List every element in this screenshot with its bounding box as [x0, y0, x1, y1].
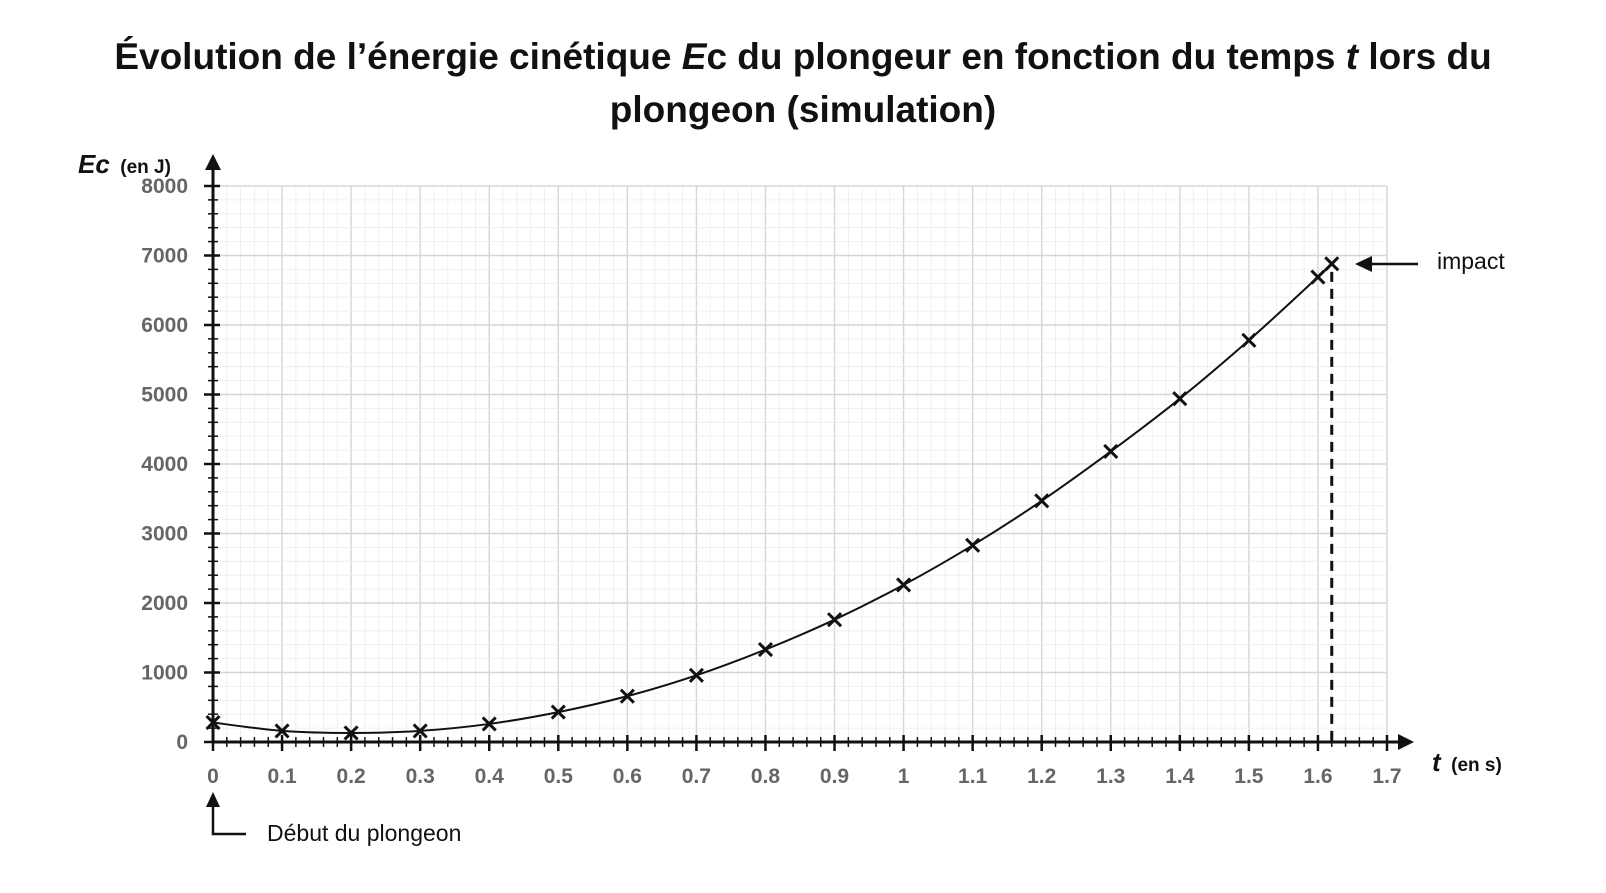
impact-label: impact — [1437, 248, 1505, 274]
impact-arrowhead — [1355, 256, 1372, 272]
y-tick-label: 3000 — [141, 523, 188, 546]
x-tick-label: 1.6 — [1303, 765, 1332, 788]
x-tick-label: 1.2 — [1027, 765, 1056, 788]
data-point — [274, 723, 290, 739]
data-point — [1310, 269, 1326, 285]
start-annotation: Début du plongeon — [206, 792, 461, 846]
x-tick-label: 0.2 — [337, 765, 366, 788]
tick-labels: 0 0.1 0.2 0.3 0.4 0.5 0.6 0.7 0.8 0.9 1 1.1 1.2 1.3 1.… — [141, 175, 1401, 788]
data-point — [1241, 332, 1257, 348]
start-label: Début du plongeon — [267, 820, 461, 846]
chart-title: Évolution de l’énergie cinétique Ec du p… — [80, 30, 1526, 136]
grid — [212, 185, 1388, 743]
y-tick-label: 2000 — [141, 592, 188, 615]
data-point — [688, 667, 704, 683]
title-variable-t: t — [1345, 36, 1359, 77]
x-tick-label: 0.7 — [682, 765, 711, 788]
data-point — [481, 716, 497, 732]
x-tick-label: 1.5 — [1234, 765, 1264, 788]
impact-annotation: impact — [1330, 248, 1505, 742]
data-point — [619, 688, 635, 704]
x-axis-arrowhead — [1398, 734, 1414, 750]
title-variable-e: E — [681, 36, 707, 77]
x-tick-label: 1.4 — [1165, 765, 1195, 788]
y-axis-symbol: Ec — [78, 149, 110, 179]
x-tick-label: 0 — [207, 765, 219, 788]
x-tick-label: 0.9 — [820, 765, 849, 788]
y-tick-label: 6000 — [141, 314, 188, 337]
y-tick-label: 5000 — [141, 384, 188, 407]
series-line — [212, 263, 1333, 734]
y-tick-label: 8000 — [141, 175, 188, 198]
data-point — [1324, 256, 1340, 272]
title-part-1: Évolution de l’énergie cinétique — [114, 36, 682, 77]
data-point — [1172, 391, 1188, 407]
data-point — [1103, 443, 1119, 460]
x-tick-label: 1.3 — [1096, 765, 1125, 788]
y-axis-arrowhead — [205, 154, 221, 170]
start-arrowhead — [206, 792, 220, 807]
data-point — [550, 704, 566, 720]
x-tick-label: 0.1 — [267, 765, 297, 788]
x-tick-label: 1 — [898, 765, 910, 788]
title-part-2: c du plongeur en fonction du temps — [706, 36, 1346, 77]
x-tick-label: 1.7 — [1372, 765, 1401, 788]
title-part-3: lors du plongeon (simulation) — [609, 36, 1492, 130]
x-tick-label: 0.5 — [544, 765, 574, 788]
axes — [205, 154, 1414, 750]
data-markers — [205, 256, 1340, 741]
data-point — [965, 537, 981, 553]
x-tick-label: 0.3 — [406, 765, 435, 788]
x-tick-label: 0.6 — [613, 765, 642, 788]
axis-ticks — [204, 184, 1389, 751]
x-tick-label: 1.1 — [958, 765, 988, 788]
data-point — [205, 714, 221, 731]
y-tick-label: 1000 — [141, 662, 188, 685]
data-point — [896, 577, 912, 593]
y-tick-label: 4000 — [141, 453, 188, 476]
start-arrow-line — [211, 806, 246, 836]
data-point — [1034, 493, 1050, 509]
x-axis-symbol: t — [1432, 747, 1442, 777]
data-point — [757, 642, 774, 658]
data-point — [826, 612, 843, 628]
y-axis-unit: (en J) — [120, 157, 171, 178]
data-point — [412, 723, 428, 739]
x-tick-label: 0.8 — [751, 765, 781, 788]
series-curve — [212, 263, 1333, 734]
x-axis-unit: (en s) — [1451, 755, 1502, 776]
y-tick-label: 7000 — [141, 245, 188, 268]
x-tick-label: 0.4 — [475, 765, 505, 788]
x-axis-title: t (en s) — [1432, 747, 1502, 777]
y-tick-label: 0 — [176, 731, 188, 754]
y-axis-title: Ec (en J) — [78, 149, 171, 179]
data-point — [343, 725, 359, 741]
